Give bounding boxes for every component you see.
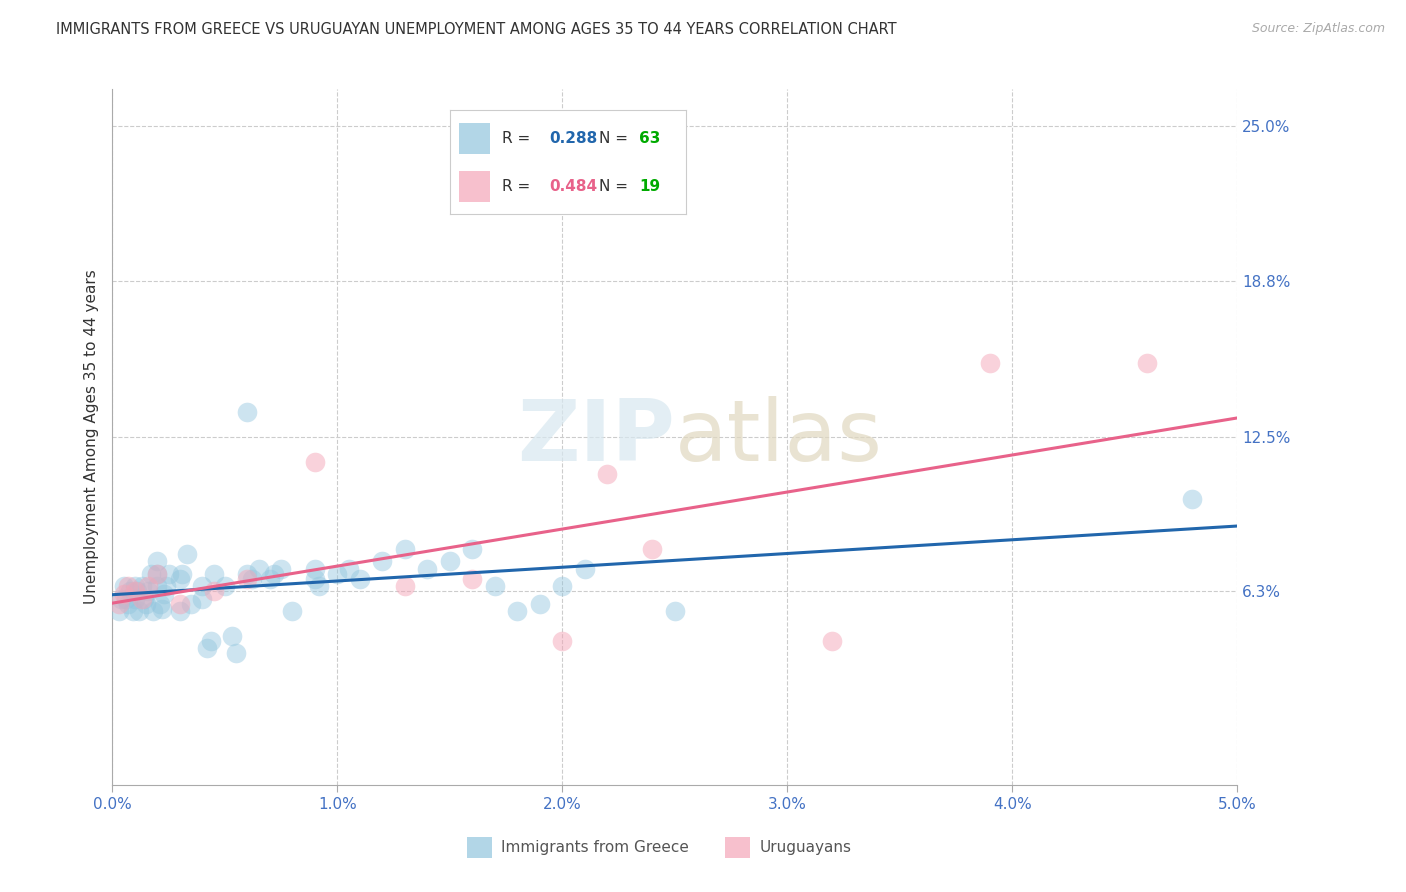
Point [146, 579, 169, 593]
Point [108, 604, 131, 618]
Point [195, 641, 218, 656]
Point [131, 579, 153, 593]
Text: ZIP: ZIP [517, 395, 675, 479]
Point [117, 597, 139, 611]
Point [236, 572, 259, 586]
Point [124, 591, 146, 606]
Point [281, 604, 304, 618]
Point [641, 541, 664, 556]
Point [394, 579, 416, 593]
Point [112, 579, 135, 593]
Point [821, 633, 844, 648]
Point [484, 579, 506, 593]
Text: IMMIGRANTS FROM GREECE VS URUGUAYAN UNEMPLOYMENT AMONG AGES 35 TO 44 YEARS CORRE: IMMIGRANTS FROM GREECE VS URUGUAYAN UNEM… [56, 22, 897, 37]
Point [221, 629, 243, 643]
Point [110, 591, 132, 606]
Point [146, 566, 169, 581]
Point [108, 597, 131, 611]
Point [416, 562, 439, 576]
Point [259, 572, 281, 586]
Point [200, 633, 222, 648]
Point [138, 584, 160, 599]
Point [121, 604, 143, 618]
Point [529, 597, 551, 611]
Point [506, 604, 529, 618]
Point [191, 579, 214, 593]
Point [1181, 492, 1204, 507]
Point [191, 591, 214, 606]
Point [979, 355, 1001, 369]
Point [132, 591, 155, 606]
Point [247, 562, 270, 576]
Point [169, 572, 191, 586]
Point [236, 405, 259, 419]
Point [169, 597, 191, 611]
Point [139, 566, 162, 581]
Point [127, 584, 149, 599]
Point [551, 579, 574, 593]
Point [664, 604, 686, 618]
Point [214, 579, 236, 593]
Point [202, 566, 225, 581]
Point [1136, 355, 1159, 369]
Point [349, 572, 371, 586]
Text: atlas: atlas [675, 395, 883, 479]
Point [236, 566, 259, 581]
Point [120, 584, 142, 599]
Point [157, 566, 180, 581]
Bar [725, 837, 751, 858]
Point [439, 554, 461, 568]
Point [596, 467, 619, 482]
Point [304, 562, 326, 576]
Point [150, 601, 173, 615]
Point [146, 554, 169, 568]
Point [551, 633, 574, 648]
Point [304, 572, 326, 586]
Point [128, 604, 150, 618]
Point [172, 566, 194, 581]
Text: Source: ZipAtlas.com: Source: ZipAtlas.com [1251, 22, 1385, 36]
Bar [467, 837, 492, 858]
Point [270, 562, 292, 576]
Point [394, 541, 416, 556]
Point [337, 562, 360, 576]
Point [461, 572, 484, 586]
Point [135, 597, 157, 611]
Text: Immigrants from Greece: Immigrants from Greece [501, 840, 689, 855]
Point [263, 566, 285, 581]
Point [124, 579, 146, 593]
Point [574, 562, 596, 576]
Point [142, 604, 165, 618]
Point [117, 579, 139, 593]
Point [304, 455, 326, 469]
Point [202, 584, 225, 599]
Point [138, 579, 160, 593]
Point [112, 587, 135, 601]
Point [153, 587, 176, 601]
Point [371, 554, 394, 568]
Point [155, 579, 177, 593]
Point [225, 646, 247, 660]
Point [146, 566, 169, 581]
Y-axis label: Unemployment Among Ages 35 to 44 years: Unemployment Among Ages 35 to 44 years [83, 269, 98, 605]
Point [115, 591, 138, 606]
Point [124, 584, 146, 599]
Point [169, 604, 191, 618]
Point [131, 591, 153, 606]
Point [149, 597, 172, 611]
Point [308, 579, 330, 593]
Point [326, 566, 349, 581]
Text: Uruguayans: Uruguayans [759, 840, 851, 855]
Point [240, 572, 263, 586]
Point [176, 547, 198, 561]
Point [461, 541, 484, 556]
Point [180, 597, 202, 611]
